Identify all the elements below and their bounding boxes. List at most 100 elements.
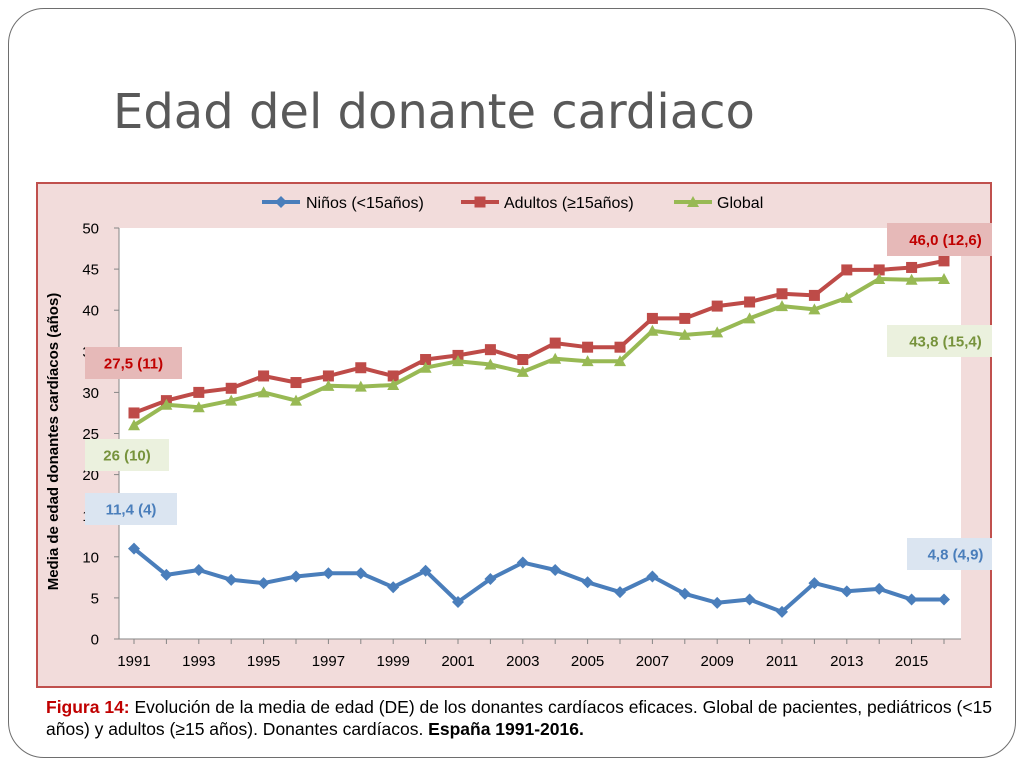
caption-text: Evolución de la media de edad (DE) de lo… (46, 697, 993, 739)
data-point-ninos (516, 556, 529, 569)
legend-item-adultos: Adultos (≥15años) (461, 195, 634, 212)
annotation-box (85, 493, 177, 525)
annotation-global-start: 26 (10) (85, 439, 169, 471)
annotation-adultos-end: 46,0 (12,6) (887, 223, 992, 256)
chart-container: 0510152025303540455019911993199519971999… (36, 182, 992, 688)
data-point-global (160, 398, 173, 410)
data-point-ninos (938, 593, 950, 606)
annotation-box (85, 439, 169, 471)
x-tick-label: 1999 (377, 653, 410, 670)
data-point-adultos (711, 300, 723, 312)
data-point-adultos (258, 370, 270, 382)
x-axis-ticks: 1991 1993 1995 1997 1999 2001 2003 2005 2007 2009… (117, 639, 945, 670)
legend: Niños (<15años) Adultos (≥15años) Global (262, 195, 763, 212)
data-point-ninos (711, 596, 724, 609)
data-point-ninos (840, 585, 853, 598)
annotation-global-end: 43,8 (15,4) (887, 325, 992, 357)
data-point-adultos (225, 382, 237, 394)
x-tick-label: 2013 (830, 653, 863, 670)
y-tick-label: 10 (82, 549, 99, 566)
data-point-global (452, 355, 464, 367)
annotation-label: 43,8 (15,4) (909, 334, 982, 351)
data-point-adultos (679, 312, 691, 324)
data-point-global (938, 272, 950, 284)
data-point-ninos (873, 582, 886, 595)
data-point-ninos (290, 570, 302, 583)
legend-label: Global (717, 195, 763, 212)
data-point-global (549, 352, 562, 364)
annotation-label: 26 (10) (103, 448, 151, 465)
data-point-ninos (484, 572, 497, 585)
data-point-global (776, 300, 788, 312)
annotation-ninos-end: 4,8 (4,9) (907, 538, 992, 570)
y-tick-label: 5 (91, 590, 99, 607)
data-point-ninos (452, 596, 464, 609)
annotation-box (85, 347, 182, 379)
annotations: 27,5 (11) 26 (10) 11,4 (4) 46,0 (12,6) 43,8 … (85, 223, 992, 570)
data-point-ninos (743, 593, 756, 606)
series-line-ninos (132, 547, 944, 614)
y-tick-label: 40 (82, 303, 99, 320)
data-point-ninos (549, 563, 562, 576)
annotation-label: 11,4 (4) (106, 502, 157, 519)
annotation-box (887, 325, 992, 357)
annotation-label: 4,8 (4,9) (928, 547, 984, 564)
x-tick-label: 2007 (636, 653, 669, 670)
annotation-adultos-start: 27,5 (11) (85, 347, 182, 379)
data-point-global (873, 272, 886, 284)
data-point-adultos (841, 264, 853, 276)
x-tick-label: 2015 (895, 653, 928, 670)
data-point-global (128, 419, 140, 431)
data-point-global (840, 291, 853, 303)
data-point-ninos (225, 573, 238, 586)
x-tick-label: 2001 (441, 653, 474, 670)
data-point-ninos (160, 568, 173, 581)
data-point-global (322, 379, 335, 391)
data-point-adultos (582, 341, 594, 353)
data-point-adultos (484, 344, 496, 356)
slide-title: Edad del donante cardiaco (113, 84, 755, 140)
x-tick-label: 1991 (117, 653, 150, 670)
data-point-adultos (938, 255, 950, 267)
y-tick-label: 50 (82, 221, 99, 238)
x-tick-label: 2003 (506, 653, 539, 670)
data-point-global (484, 358, 497, 370)
data-point-adultos (906, 261, 918, 273)
y-tick-label: 30 (82, 385, 99, 402)
data-point-ninos (387, 581, 400, 594)
data-point-global (743, 312, 756, 324)
data-point-ninos (776, 605, 788, 618)
data-point-ninos (128, 542, 140, 555)
data-point-ninos (192, 563, 205, 576)
x-tick-label: 2011 (766, 653, 798, 670)
data-point-global (290, 394, 302, 406)
data-point-adultos (776, 288, 788, 300)
data-point-adultos (549, 337, 561, 349)
plot-area (119, 228, 961, 639)
data-point-global (225, 394, 238, 406)
data-point-global (581, 355, 594, 367)
data-point-adultos (322, 370, 334, 382)
data-point-adultos (808, 289, 820, 301)
figure-caption: Figura 14: Evolución de la media de edad… (46, 696, 996, 740)
data-point-ninos (419, 564, 432, 577)
x-tick-label: 2005 (571, 653, 604, 670)
data-point-global (646, 324, 659, 336)
legend-item-ninos: Niños (<15años) (262, 195, 424, 212)
data-point-adultos (290, 377, 302, 389)
data-point-adultos (420, 354, 432, 366)
data-point-global (192, 401, 205, 413)
legend-item-global: Global (674, 195, 763, 212)
data-point-ninos (614, 586, 626, 599)
series-global (128, 272, 950, 431)
data-point-global (614, 355, 626, 367)
data-point-ninos (354, 567, 367, 580)
x-tick-label: 1997 (312, 653, 345, 670)
data-point-adultos (387, 370, 399, 382)
y-axis-title: Media de edad donantes cardíacos (años) (45, 293, 62, 591)
legend-label: Niños (<15años) (306, 195, 424, 212)
data-point-ninos (646, 570, 659, 583)
data-point-ninos (322, 567, 335, 580)
y-tick-label: 45 (82, 262, 99, 279)
data-point-global (678, 328, 691, 340)
